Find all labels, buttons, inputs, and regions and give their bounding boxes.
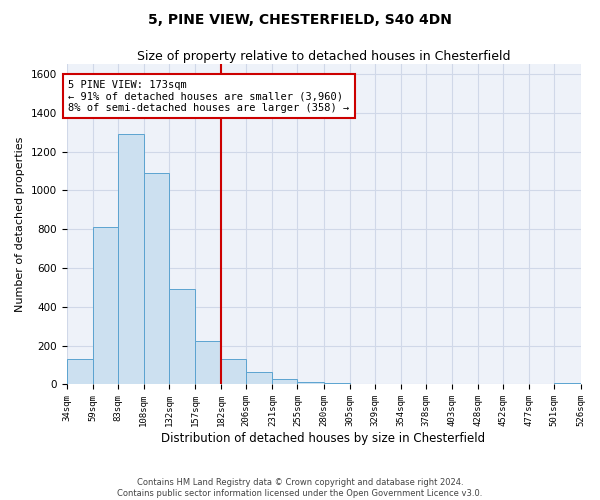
Text: 5, PINE VIEW, CHESTERFIELD, S40 4DN: 5, PINE VIEW, CHESTERFIELD, S40 4DN [148, 12, 452, 26]
Text: Contains HM Land Registry data © Crown copyright and database right 2024.
Contai: Contains HM Land Registry data © Crown c… [118, 478, 482, 498]
Y-axis label: Number of detached properties: Number of detached properties [15, 136, 25, 312]
Bar [118, 134, 144, 384]
X-axis label: Distribution of detached houses by size in Chesterfield: Distribution of detached houses by size … [161, 432, 485, 445]
Bar [169, 290, 195, 384]
Bar [554, 382, 581, 384]
Bar [92, 227, 118, 384]
Bar [298, 382, 323, 384]
Bar [246, 372, 272, 384]
Text: 5 PINE VIEW: 173sqm
← 91% of detached houses are smaller (3,960)
8% of semi-deta: 5 PINE VIEW: 173sqm ← 91% of detached ho… [68, 80, 349, 113]
Bar [195, 341, 221, 384]
Bar [272, 378, 298, 384]
Title: Size of property relative to detached houses in Chesterfield: Size of property relative to detached ho… [137, 50, 510, 63]
Bar [144, 173, 169, 384]
Bar [67, 359, 92, 384]
Bar [323, 382, 350, 384]
Bar [221, 359, 246, 384]
